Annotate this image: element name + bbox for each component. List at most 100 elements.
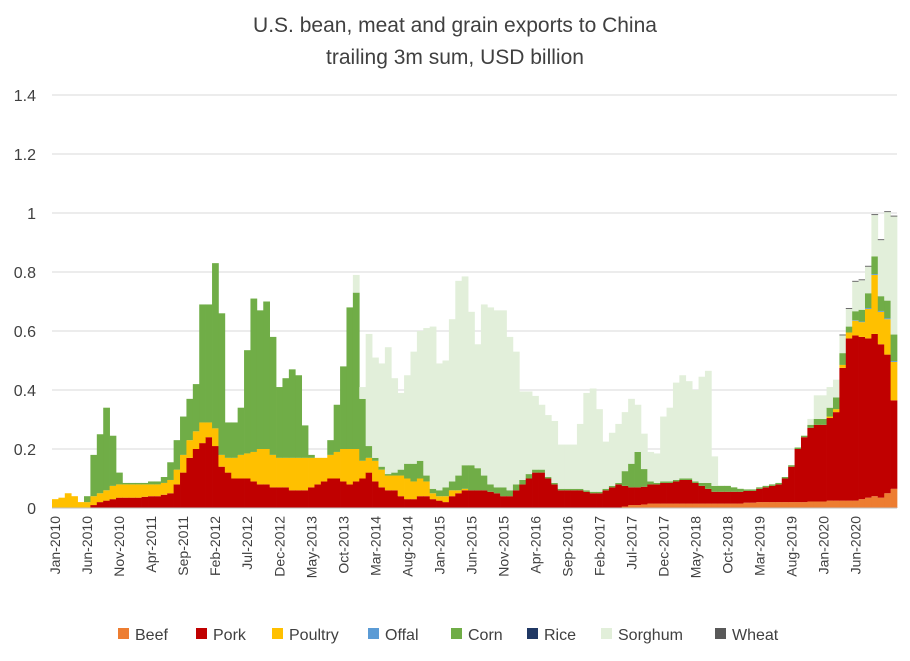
bar-segment-corn bbox=[724, 485, 731, 492]
bar-segment-beef bbox=[628, 505, 635, 508]
bar-segment-pork bbox=[525, 478, 533, 508]
bar-segment-pork bbox=[852, 335, 859, 501]
x-tick-label: Feb-2017 bbox=[591, 516, 607, 576]
bar-segment-sorghum bbox=[647, 451, 655, 482]
bar-segment-pork bbox=[596, 493, 603, 508]
bar-segment-poultry bbox=[135, 484, 142, 498]
bar-segment-pork bbox=[647, 484, 655, 504]
bar-segment-pork bbox=[442, 502, 450, 508]
bar-segment-corn bbox=[698, 482, 706, 486]
bar-segment-pork bbox=[224, 472, 232, 508]
bar-segment-corn bbox=[628, 463, 635, 488]
bar-segment-corn bbox=[263, 301, 270, 449]
bar-segment-pork bbox=[173, 484, 181, 508]
y-tick-label: 0.8 bbox=[14, 265, 36, 282]
bar-segment-beef bbox=[864, 497, 872, 508]
bar-segment-pork bbox=[519, 484, 527, 508]
bar-segment-sorghum bbox=[583, 392, 591, 491]
bar-segment-corn bbox=[173, 440, 181, 470]
bar-segment-pork bbox=[692, 482, 699, 504]
bar-segment-pork bbox=[109, 499, 117, 508]
bar-segment-sorghum bbox=[423, 328, 431, 476]
bar-segment-sorghum bbox=[480, 304, 488, 476]
bar-segment-poultry bbox=[250, 451, 258, 482]
bar-segment-poultry bbox=[116, 484, 123, 498]
bar-segment-sorghum bbox=[653, 453, 661, 483]
x-tick-label: Oct-2018 bbox=[719, 516, 735, 574]
bar-segment-corn bbox=[890, 334, 898, 362]
bar-segment-pork bbox=[314, 484, 322, 508]
bar-segment-corn bbox=[711, 485, 719, 492]
bar-segment-sorghum bbox=[391, 378, 399, 473]
bar-segment-corn bbox=[301, 425, 309, 458]
bar-segment-corn bbox=[538, 469, 546, 473]
bar-segment-corn bbox=[244, 350, 251, 454]
y-tick-label: 1.2 bbox=[14, 147, 36, 164]
bar-segment-poultry bbox=[340, 449, 347, 482]
bar-segment-poultry bbox=[372, 460, 379, 482]
bar-segment-corn bbox=[122, 482, 130, 485]
legend-swatch bbox=[196, 628, 207, 639]
bar-segment-pork bbox=[391, 490, 399, 508]
bar-segment-corn bbox=[647, 481, 655, 485]
bar-segment-poultry bbox=[212, 428, 219, 447]
bar-segment-corn bbox=[807, 424, 815, 428]
x-tick-label: Mar-2014 bbox=[367, 516, 383, 576]
bar-segment-pork bbox=[128, 497, 136, 508]
bar-segment-corn bbox=[237, 407, 245, 455]
bar-segment-pork bbox=[468, 490, 475, 508]
bar-segment-sorghum bbox=[551, 420, 559, 483]
bar-segment-pork bbox=[90, 505, 98, 508]
bar-segment-pork bbox=[231, 478, 238, 508]
bar-segment-sorghum bbox=[557, 444, 565, 489]
bar-segment-sorghum bbox=[679, 375, 687, 479]
bar-segment-pork bbox=[704, 488, 712, 504]
bar-segment-pork bbox=[864, 338, 872, 498]
legend-label: Beef bbox=[135, 627, 168, 644]
bar-segment-corn bbox=[276, 387, 283, 458]
bar-segment-corn bbox=[109, 435, 117, 486]
bar-segment-pork bbox=[320, 481, 328, 508]
bar-segment-pork bbox=[717, 491, 725, 504]
bar-segment-poultry bbox=[864, 308, 872, 339]
bar-segment-pork bbox=[544, 478, 552, 508]
x-tick-label: Jan-2010 bbox=[47, 516, 63, 575]
y-tick-label: 1.4 bbox=[14, 88, 36, 105]
bar-segment-beef bbox=[781, 502, 789, 508]
bar-segment-pork bbox=[333, 478, 341, 508]
bar-segment-poultry bbox=[128, 484, 136, 498]
bar-segment-poultry bbox=[180, 454, 187, 473]
bar-segment-pork bbox=[608, 487, 616, 508]
x-tick-label: Sep-2011 bbox=[175, 516, 191, 576]
bar-segment-sorghum bbox=[704, 370, 712, 483]
bar-segment-sorghum bbox=[602, 441, 610, 489]
bar-segment-corn bbox=[269, 336, 277, 455]
bar-segment-pork bbox=[845, 338, 853, 501]
bar-segment-pork bbox=[877, 344, 885, 498]
bar-segment-corn bbox=[839, 353, 847, 365]
bar-segment-sorghum bbox=[576, 423, 584, 489]
bar-segment-corn bbox=[506, 490, 514, 497]
x-tick-label: Jun-2020 bbox=[847, 516, 863, 575]
bar-segment-pork bbox=[135, 497, 142, 508]
bar-segment-pork bbox=[756, 488, 763, 503]
bar-segment-poultry bbox=[333, 451, 341, 479]
bar-segment-offal bbox=[858, 321, 866, 323]
bar-segment-corn bbox=[455, 475, 463, 491]
bar-segment-corn bbox=[544, 477, 552, 479]
bar-segment-pork bbox=[781, 478, 789, 503]
bar-segment-pork bbox=[685, 479, 693, 504]
bar-segment-poultry bbox=[186, 440, 194, 458]
bar-segment-corn bbox=[820, 418, 827, 425]
bar-segment-wheat bbox=[839, 334, 847, 336]
bar-segment-pork bbox=[327, 478, 335, 508]
bar-segment-pork bbox=[666, 482, 674, 504]
bar-segment-poultry bbox=[423, 481, 431, 497]
bar-segment-pork bbox=[640, 486, 648, 505]
bar-segment-sorghum bbox=[512, 351, 520, 485]
bar-segment-poultry bbox=[109, 485, 117, 500]
bar-segment-pork bbox=[192, 449, 200, 508]
bar-segment-sorghum bbox=[692, 390, 699, 482]
bar-segment-offal bbox=[864, 307, 872, 309]
bar-segment-wheat bbox=[890, 215, 898, 217]
